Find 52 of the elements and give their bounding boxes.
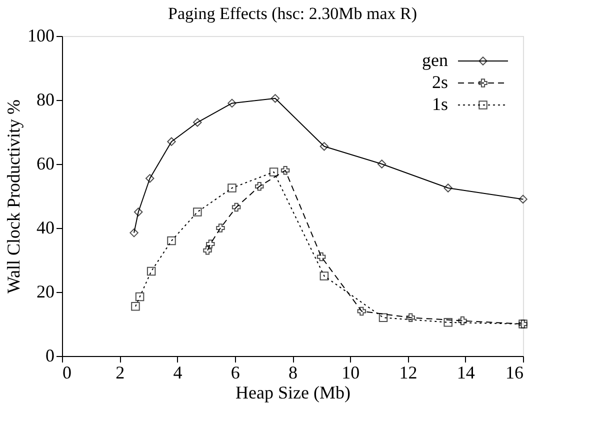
x-tick-label: 14 (456, 362, 475, 382)
chart-title: Paging Effects (hsc: 2.30Mb max R) (168, 4, 417, 23)
x-tick-label: 2 (116, 362, 125, 382)
point (134, 208, 143, 216)
point (320, 142, 329, 151)
point (518, 194, 528, 204)
x-tick-label: 12 (399, 362, 418, 382)
point (444, 184, 452, 192)
x-tick-label: 10 (342, 362, 360, 382)
x-tick-label: 6 (230, 362, 240, 382)
point (232, 202, 241, 212)
point (320, 272, 329, 280)
point (406, 313, 416, 322)
y-tick-label: 20 (36, 282, 54, 302)
x-tick-label: 4 (173, 362, 182, 382)
legend-label: 2s (432, 72, 448, 92)
point (167, 236, 176, 246)
x-tick-label: 0 (62, 362, 72, 382)
point (146, 266, 156, 276)
point (146, 174, 154, 183)
point (203, 246, 212, 255)
point (193, 118, 202, 127)
point (216, 224, 225, 232)
point (357, 306, 366, 316)
point (280, 166, 290, 175)
x-axis-title: Heap Size (Mb) (236, 382, 350, 402)
y-axis-title: Wall Clock Productivity % (4, 99, 24, 294)
point (254, 182, 264, 191)
point (228, 184, 236, 192)
point (316, 252, 326, 262)
point (131, 302, 140, 311)
point (269, 168, 278, 176)
point (458, 316, 467, 326)
point (206, 240, 215, 248)
point (444, 318, 452, 327)
point (135, 292, 144, 302)
y-tick-label: 0 (46, 346, 54, 366)
legend-label: 1s (432, 94, 448, 114)
legend-label: gen (422, 50, 448, 70)
x-tick-label: 16 (506, 362, 524, 382)
point (130, 228, 138, 238)
y-tick-label: 60 (36, 154, 54, 174)
point (270, 94, 280, 103)
y-tick-label: 80 (36, 90, 54, 110)
point (377, 160, 386, 168)
point (228, 98, 236, 108)
point (167, 137, 176, 146)
y-tick-label: 40 (36, 218, 54, 238)
x-tick-label: 8 (288, 362, 298, 382)
point (378, 313, 388, 322)
point (193, 208, 202, 216)
y-tick-label: 100 (28, 26, 54, 46)
